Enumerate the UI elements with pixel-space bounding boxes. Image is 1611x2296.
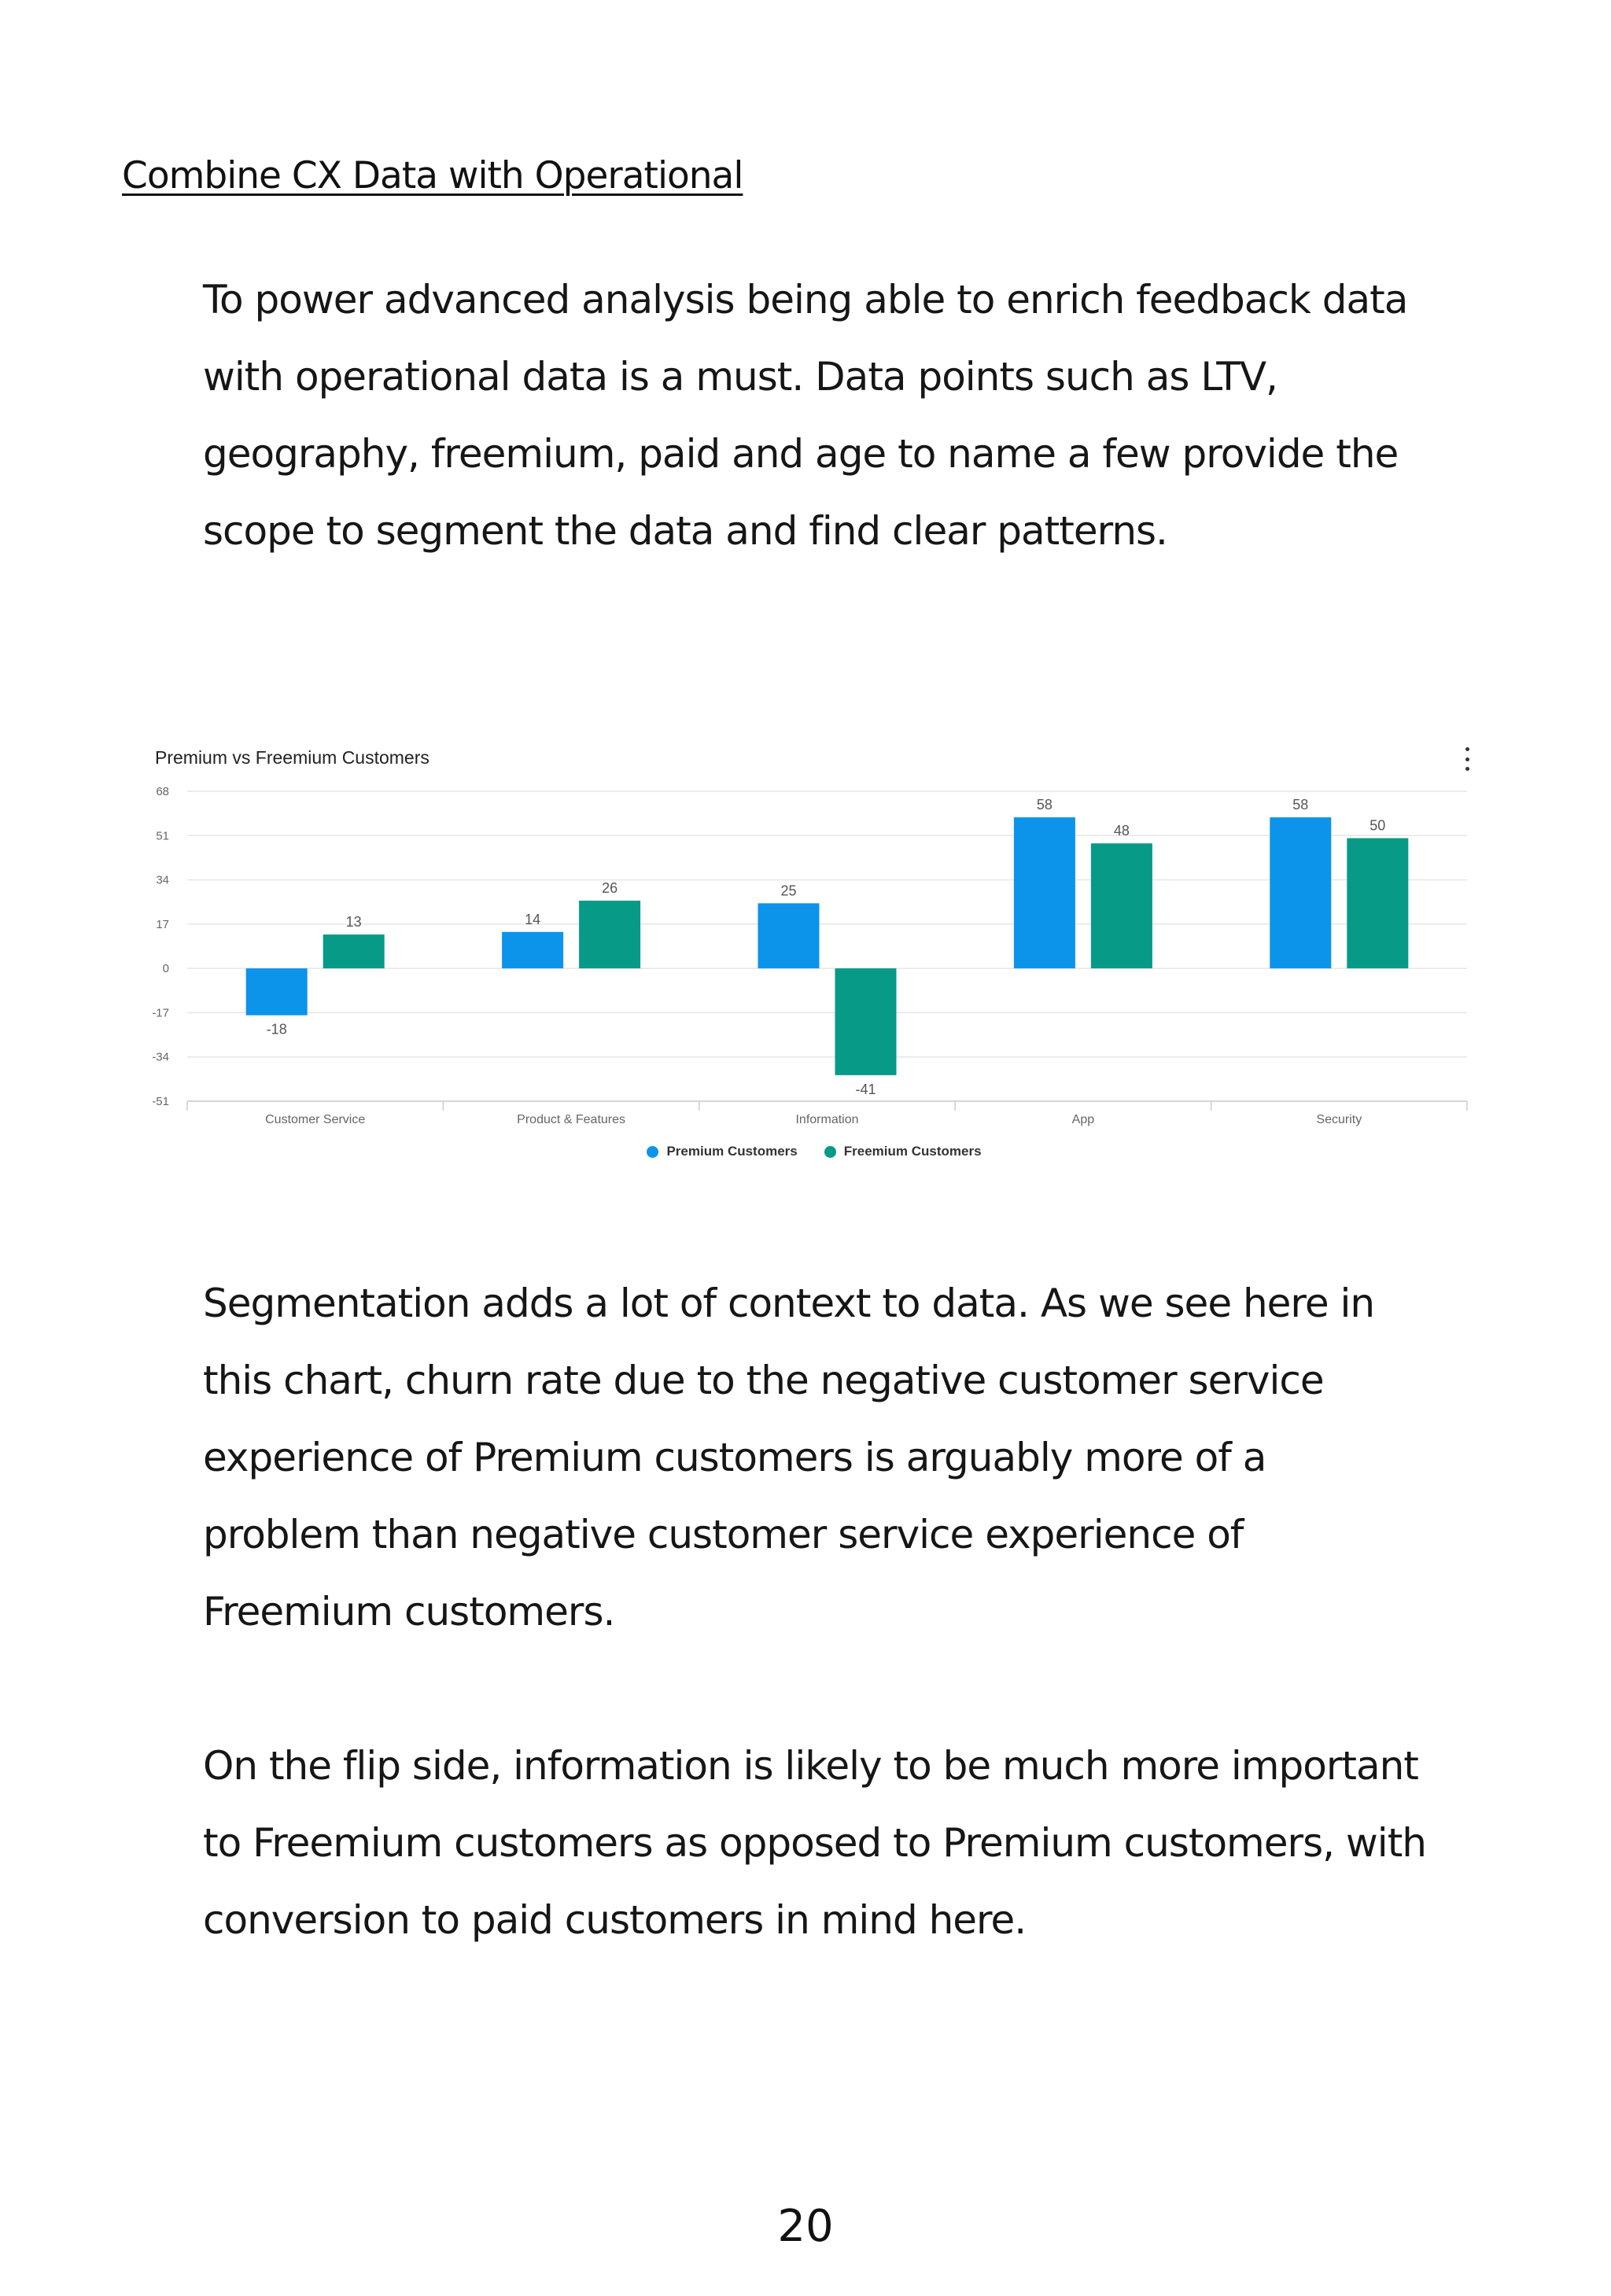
chart-canvas: 68 51 34 17 0 -17 -34 -51 Customer Service -18 13 P… <box>152 785 1468 1126</box>
x-tick-label-4: Security <box>1316 1113 1362 1126</box>
data-label-freemium-3: 48 <box>1114 823 1130 838</box>
bar-freemium-2 <box>835 968 897 1075</box>
x-tick-label-2: Information <box>795 1113 858 1126</box>
intro-paragraph: To power advanced analysis being able to… <box>203 277 1408 554</box>
y-tick-label-4: 0 <box>163 962 169 975</box>
bar-chart: 68 51 34 17 0 -17 -34 -51 Customer Service -18 13 P… <box>146 732 1483 1172</box>
chart-legend: Premium Customers Freemium Customers <box>146 1144 1483 1159</box>
y-tick-label-1: 51 <box>156 829 169 842</box>
section-heading: Combine CX Data with Operational <box>122 154 743 197</box>
y-tick-label-7: -51 <box>152 1095 169 1108</box>
x-tick-label-3: App <box>1072 1113 1095 1126</box>
legend-label-premium: Premium Customers <box>666 1144 798 1159</box>
data-label-freemium-2: -41 <box>855 1082 876 1097</box>
x-tick-label-1: Product & Features <box>517 1113 625 1126</box>
bar-premium-2 <box>758 903 820 969</box>
data-label-freemium-4: 50 <box>1370 818 1385 834</box>
segmentation-paragraph: Segmentation adds a lot of context to da… <box>203 1281 1375 1634</box>
legend-item-freemium[interactable]: Freemium Customers <box>824 1144 982 1159</box>
flip-side-paragraph: On the flip side, information is likely … <box>203 1743 1427 1943</box>
data-label-premium-1: 14 <box>525 912 540 927</box>
data-label-freemium-0: 13 <box>346 914 362 930</box>
legend-item-premium[interactable]: Premium Customers <box>647 1144 798 1159</box>
legend-swatch-freemium <box>824 1145 836 1158</box>
data-label-freemium-1: 26 <box>602 880 617 896</box>
y-tick-label-6: -34 <box>152 1051 169 1064</box>
bar-freemium-1 <box>579 901 641 969</box>
bar-premium-3 <box>1013 817 1075 969</box>
legend-label-freemium: Freemium Customers <box>843 1144 982 1159</box>
chart-title: Premium vs Freemium Customers <box>155 747 429 768</box>
bar-freemium-4 <box>1347 838 1409 969</box>
data-label-premium-0: -18 <box>267 1022 287 1037</box>
y-tick-label-2: 34 <box>156 874 169 887</box>
bar-premium-0 <box>245 968 308 1015</box>
y-tick-label-3: 17 <box>156 918 169 931</box>
x-tick-label-0: Customer Service <box>265 1113 365 1126</box>
y-tick-label-0: 68 <box>156 785 169 798</box>
bar-freemium-3 <box>1090 843 1152 969</box>
bar-premium-1 <box>502 931 564 969</box>
page-number: 20 <box>777 2201 834 2252</box>
data-label-premium-4: 58 <box>1292 797 1308 813</box>
bar-freemium-0 <box>323 934 385 969</box>
data-label-premium-2: 25 <box>780 883 796 898</box>
legend-swatch-premium <box>647 1145 659 1158</box>
bar-premium-4 <box>1270 817 1332 969</box>
y-tick-label-5: -17 <box>152 1006 169 1019</box>
data-label-premium-3: 58 <box>1037 797 1052 813</box>
more-options-icon[interactable] <box>1459 747 1475 771</box>
